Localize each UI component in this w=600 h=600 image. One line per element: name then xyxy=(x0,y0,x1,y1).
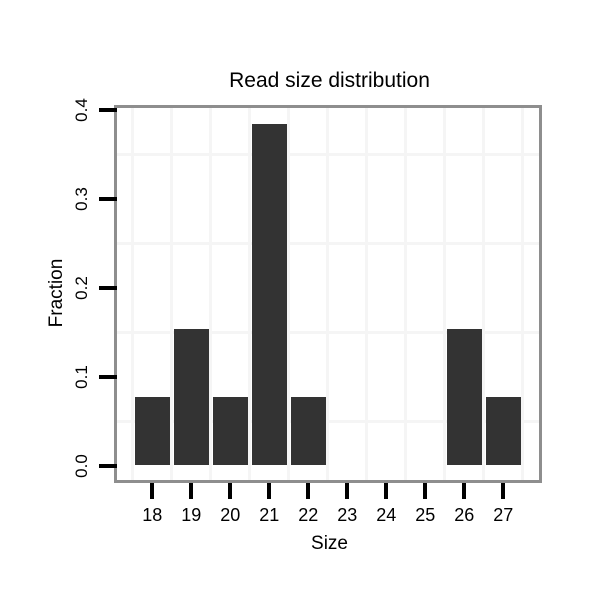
bar-18 xyxy=(134,397,170,466)
bar-27 xyxy=(485,397,521,466)
y-tick-label-0.4: 0.4 xyxy=(72,98,91,123)
x-axis-title: Size xyxy=(311,533,348,554)
bar-21 xyxy=(251,123,287,466)
chart-title: Read size distribution xyxy=(229,69,430,92)
horizontal-gridline xyxy=(117,330,539,334)
x-tick-25 xyxy=(423,483,428,499)
vertical-gridline xyxy=(170,108,174,480)
y-tick-0.1 xyxy=(99,374,117,379)
plot-panel xyxy=(114,105,542,483)
y-tick-0.4 xyxy=(99,108,117,113)
x-tick-23 xyxy=(345,483,350,499)
vertical-gridline xyxy=(365,108,369,480)
bar-19 xyxy=(173,328,209,466)
y-tick-label-0.2: 0.2 xyxy=(72,276,91,300)
x-tick-22 xyxy=(306,483,311,499)
vertical-gridline xyxy=(248,108,252,480)
x-tick-26 xyxy=(462,483,467,499)
bar-22 xyxy=(290,397,326,466)
bar-20 xyxy=(212,397,248,466)
vertical-gridline xyxy=(521,108,525,480)
vertical-gridline xyxy=(209,108,213,480)
x-tick-label-18: 18 xyxy=(142,505,163,525)
vertical-gridline xyxy=(326,108,330,480)
x-tick-label-24: 24 xyxy=(376,505,397,525)
x-tick-label-27: 27 xyxy=(493,505,514,525)
x-tick-24 xyxy=(384,483,389,499)
x-tick-20 xyxy=(228,483,233,499)
y-tick-0.0 xyxy=(99,463,117,468)
bar-26 xyxy=(446,328,482,466)
vertical-gridline xyxy=(443,108,447,480)
x-tick-label-20: 20 xyxy=(220,505,241,525)
y-tick-label-0.3: 0.3 xyxy=(72,187,91,211)
vertical-gridline xyxy=(287,108,291,480)
horizontal-gridline xyxy=(117,419,539,423)
x-tick-label-23: 23 xyxy=(337,505,358,525)
x-tick-label-25: 25 xyxy=(415,505,436,525)
x-tick-label-22: 22 xyxy=(298,505,319,525)
y-axis-title: Fraction xyxy=(46,258,67,328)
vertical-gridline xyxy=(131,108,135,480)
x-tick-label-19: 19 xyxy=(181,505,202,525)
x-tick-18 xyxy=(150,483,155,499)
x-tick-label-26: 26 xyxy=(454,505,475,525)
x-tick-27 xyxy=(501,483,506,499)
y-tick-0.3 xyxy=(99,197,117,202)
x-tick-19 xyxy=(189,483,194,499)
horizontal-gridline xyxy=(117,242,539,245)
y-tick-label-0.0: 0.0 xyxy=(72,453,91,478)
vertical-gridline xyxy=(404,108,408,480)
y-tick-0.2 xyxy=(99,285,117,290)
x-tick-label-21: 21 xyxy=(259,505,280,525)
vertical-gridline xyxy=(482,108,486,480)
horizontal-gridline xyxy=(117,153,539,157)
y-tick-label-0.1: 0.1 xyxy=(72,364,91,389)
x-tick-21 xyxy=(267,483,272,499)
